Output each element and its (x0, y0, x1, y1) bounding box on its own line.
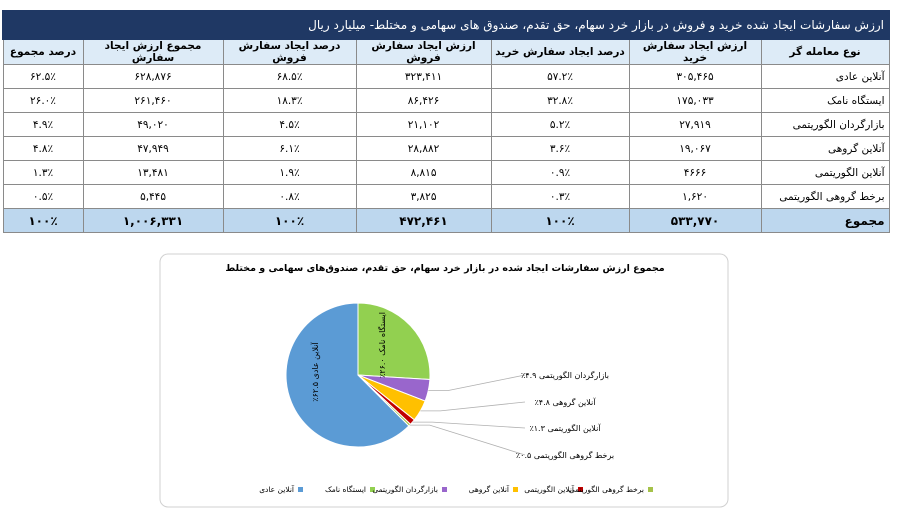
legend-swatch (298, 487, 303, 492)
table-body: ارزش سفارشات ایجاد شده خرید و فروش در با… (1, 10, 891, 233)
total-cell: ۴۷۲,۴۶۱ (355, 208, 492, 233)
chart-frame (159, 253, 729, 508)
legend-swatch (648, 487, 653, 492)
table-title: ارزش سفارشات ایجاد شده خرید و فروش در با… (1, 10, 891, 40)
cell: ۱۹,۰۶۷ (628, 136, 762, 161)
legend-label: بازارگردان الگوریتمی (372, 485, 438, 494)
legend-swatch (578, 487, 583, 492)
data-row: ایستگاه نامک ۱۷۵,۰۳۳ ۳۲.۸٪ ۸۶,۴۲۶ ۱۸.۳٪ ۲۶۱,۴… (2, 88, 890, 113)
slice-value: ۰.۵٪ (516, 451, 531, 460)
legend-label: برخط گروهی الگوریتمی (569, 485, 644, 494)
cell: ۲۱,۱۰۲ (355, 112, 492, 137)
cell: ۴۶۶۶ (628, 160, 762, 185)
data-row: آنلاین عادی ۳۰۵,۴۶۵ ۵۷.۲٪ ۳۲۳,۴۱۱ ۶۸.۵٪ ۶۲۸,۸… (2, 64, 890, 89)
total-cell: ۱,۰۰۶,۳۳۱ (82, 208, 224, 233)
cell: ۴.۸٪ (2, 136, 84, 161)
slice-category: بازارگردان الگوریتمی (539, 370, 609, 380)
chart-title: مجموع ارزش سفارشات ایجاد شده در بازار خر… (225, 263, 664, 274)
legend-label: آنلاین الگوریتمی (524, 484, 575, 494)
slice-value: ۱.۳٪ (529, 424, 545, 433)
slice-label: برخط گروهی الگوریتمی ۰.۵٪ (516, 450, 614, 460)
cell: ۳.۶٪ (490, 136, 630, 161)
total-cell: ۵۳۳,۷۷۰ (628, 208, 762, 233)
legend-swatch (442, 487, 447, 492)
slice-category: آنلاین عادی (310, 342, 320, 380)
cell: ۶۸.۵٪ (222, 64, 357, 89)
header-cell: نوع معامله گر (760, 38, 890, 65)
pie-slice (357, 302, 431, 381)
cell: ۱.۳٪ (2, 160, 84, 185)
cell: ۴۹,۰۲۰ (82, 112, 224, 137)
slice-label: ایستگاه نامک ۲۶.۰٪ (377, 312, 387, 378)
cell: برخط گروهی الگوریتمی (760, 184, 890, 209)
cell: ۰.۳٪ (490, 184, 630, 209)
header-cell: مجموع ارزش ایجاد سفارش (82, 38, 224, 65)
title-row: ارزش سفارشات ایجاد شده خرید و فروش در با… (1, 10, 891, 40)
legend-label: آنلاین عادی (259, 484, 295, 494)
leader-line (412, 421, 526, 429)
header-cell: درصد ایجاد سفارش خرید (490, 38, 630, 65)
slice-label: آنلاین عادی ۶۲.۵٪ (310, 342, 320, 402)
total-cell: ۱۰۰٪ (490, 208, 630, 233)
header-row: نوع معامله گر ارزش ایجاد سفارش خرید درصد ا… (2, 38, 890, 65)
cell: ۱۷۵,۰۳۳ (628, 88, 762, 113)
header-cell: ارزش ایجاد سفارش فروش (355, 38, 492, 65)
slice-category: ایستگاه نامک (377, 312, 387, 356)
leader-line (420, 401, 526, 412)
slice-category: آنلاین الگوریتمی (547, 423, 601, 433)
total-row: مجموع ۵۳۳,۷۷۰ ۱۰۰٪ ۴۷۲,۴۶۱ ۱۰۰٪ ۱,۰۰۶,۳۳۱ ۱۰۰٪ (2, 208, 890, 233)
pie-slice (285, 302, 410, 448)
cell: ۳۰۵,۴۶۵ (628, 64, 762, 89)
trade-table: ارزش سفارشات ایجاد شده خرید و فروش در با… (1, 10, 891, 233)
header-cell: درصد ایجاد سفارش فروش (222, 38, 357, 65)
header-cell: درصد مجموع (2, 38, 84, 65)
cell: ۰.۹٪ (490, 160, 630, 185)
legend-swatch (513, 487, 518, 492)
total-cell: مجموع (760, 208, 890, 233)
cell: ۵۷.۲٪ (490, 64, 630, 89)
cell: ۸,۸۱۵ (355, 160, 492, 185)
slice-label: بازارگردان الگوریتمی ۴.۹٪ (521, 370, 609, 380)
cell: ۶.۱٪ (222, 136, 357, 161)
slice-category: آنلاین گروهی (552, 397, 596, 407)
cell: بازارگردان الگوریتمی (760, 112, 890, 137)
slice-value: ۴.۸٪ (534, 398, 550, 407)
cell: ۱۸.۳٪ (222, 88, 357, 113)
cell: ایستگاه نامک (760, 88, 890, 113)
leader-line (409, 424, 526, 456)
cell: ۲۶.۰٪ (2, 88, 84, 113)
cell: ۳۲.۸٪ (490, 88, 630, 113)
slice-label: آنلاین گروهی ۴.۸٪ (534, 397, 596, 407)
cell: ۲۷,۹۱۹ (628, 112, 762, 137)
leader-line (428, 374, 526, 391)
data-row: آنلاین الگوریتمی ۴۶۶۶ ۰.۹٪ ۸,۸۱۵ ۱.۹٪ ۱۳,۴۸۱ ۱… (2, 160, 890, 185)
total-cell: ۱۰۰٪ (2, 208, 84, 233)
slice-value: ۴.۹٪ (521, 371, 536, 380)
cell: ۱.۹٪ (222, 160, 357, 185)
legend-swatch (370, 487, 375, 492)
data-row: برخط گروهی الگوریتمی ۱,۶۲۰ ۰.۳٪ ۳,۸۲۵ ۰.۸٪ ۵,… (2, 184, 890, 209)
slice-value: ۶۲.۵٪ (311, 382, 320, 402)
slice-label: آنلاین الگوریتمی ۱.۳٪ (529, 423, 601, 433)
cell: آنلاین الگوریتمی (760, 160, 890, 185)
cell: ۸۶,۴۲۶ (355, 88, 492, 113)
cell: ۶۲.۵٪ (2, 64, 84, 89)
total-cell: ۱۰۰٪ (222, 208, 357, 233)
legend-label: آنلاین گروهی (469, 484, 510, 494)
data-row: آنلاین گروهی ۱۹,۰۶۷ ۳.۶٪ ۲۸,۸۸۲ ۶.۱٪ ۴۷,۹۴۹ ۴.… (2, 136, 890, 161)
slice-category: برخط گروهی الگوریتمی (534, 450, 614, 460)
cell: آنلاین عادی (760, 64, 890, 89)
legend-label: ایستگاه نامک (325, 485, 366, 494)
slice-value: ۲۶.۰٪ (378, 358, 387, 378)
